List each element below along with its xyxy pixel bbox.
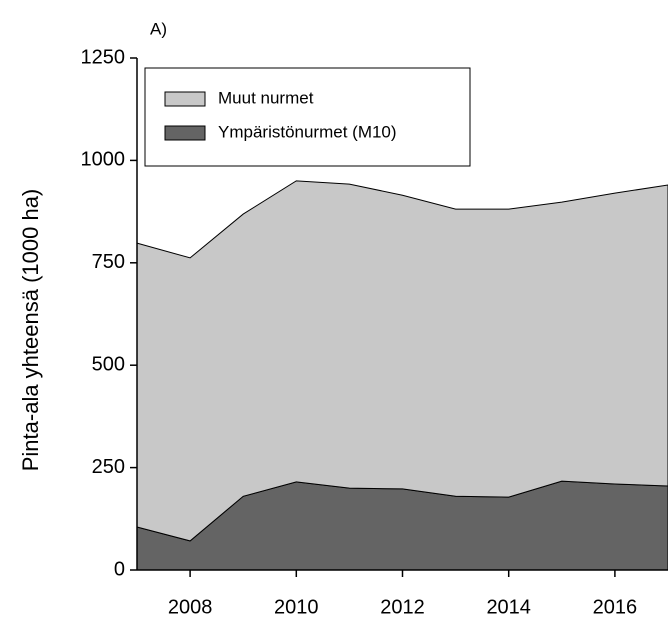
y-tick-label: 1000 xyxy=(81,149,126,171)
y-tick-label: 1250 xyxy=(81,46,126,68)
x-tick-label: 2014 xyxy=(486,596,531,618)
area xyxy=(136,180,668,542)
y-axis-label: Pinta-ala yhteensä (1000 ha) xyxy=(18,189,43,472)
y-tick-label: 500 xyxy=(92,353,125,375)
y-tick-label: 250 xyxy=(92,456,125,478)
x-tick-label: 2016 xyxy=(593,596,638,618)
x-tick-label: 2010 xyxy=(274,596,319,618)
x-tick-label: 2008 xyxy=(168,596,213,618)
y-tick-label: 750 xyxy=(92,251,125,273)
legend-label: Muut nurmet xyxy=(218,88,314,107)
legend-label: Ympäristönurmet (M10) xyxy=(218,122,397,141)
legend-box xyxy=(144,67,471,167)
annotation: A) xyxy=(150,19,167,38)
x-tick-label: 2012 xyxy=(380,596,425,618)
y-tick-label: 0 xyxy=(114,558,125,580)
legend-swatch xyxy=(164,91,206,107)
legend-swatch xyxy=(164,125,206,141)
